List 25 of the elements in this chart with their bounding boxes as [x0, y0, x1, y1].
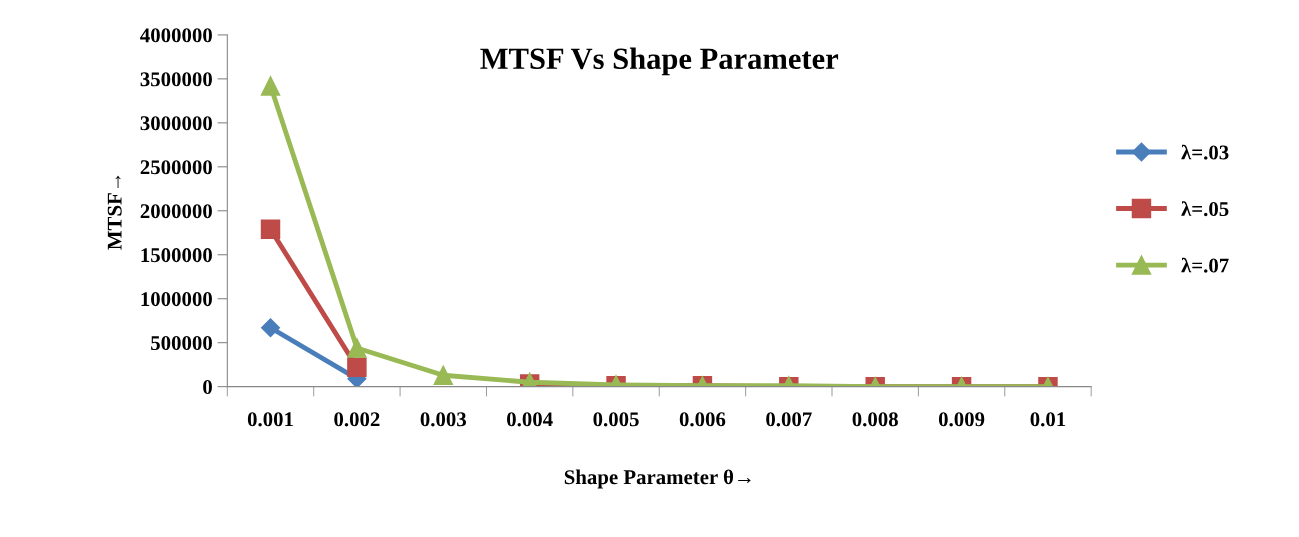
y-axis-title: MTSF→: [107, 175, 122, 250]
y-tick-label: 1500000: [141, 248, 212, 263]
chart-title: MTSF Vs Shape Parameter: [480, 47, 839, 76]
x-tick-label: 0.008: [852, 412, 898, 427]
x-tick-label: 0.003: [420, 412, 467, 427]
y-tick-label: 3500000: [140, 72, 212, 87]
x-tick-label: 0.001: [247, 412, 293, 427]
y-tick-label: 1000000: [141, 292, 212, 307]
x-tick-label: 0.007: [766, 412, 812, 427]
legend-label: λ=.03: [1181, 144, 1229, 160]
y-tick-label: 2500000: [140, 160, 212, 175]
y-tick-label: 3000000: [140, 116, 212, 131]
y-tick-label: 500000: [151, 336, 212, 351]
x-tick-label: 0.01: [1030, 412, 1066, 427]
legend-label: λ=.07: [1181, 257, 1229, 273]
x-tick-label: 0.006: [679, 412, 726, 427]
x-tick-label: 0.002: [334, 412, 380, 427]
x-tick-label: 0.004: [507, 412, 553, 427]
y-tick-label: 4000000: [140, 28, 212, 43]
y-tick-label: 0: [203, 380, 212, 395]
legend-label: λ=.05: [1181, 201, 1229, 217]
x-tick-label: 0.009: [938, 412, 985, 427]
y-tick-label: 2000000: [140, 204, 212, 219]
x-axis-title: Shape Parameter θ→: [564, 469, 751, 489]
x-tick-label: 0.005: [593, 412, 639, 427]
